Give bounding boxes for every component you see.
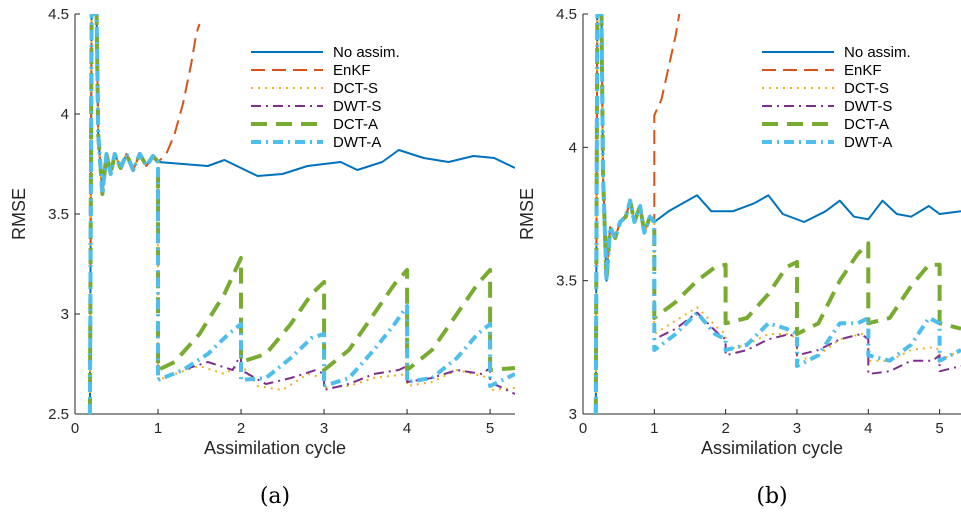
series-line-dct-s xyxy=(88,14,515,414)
x-tick-label: 0 xyxy=(71,420,79,437)
y-tick-label: 4 xyxy=(569,139,577,156)
series-line-dwt-a xyxy=(87,14,515,414)
series-line-dct-s xyxy=(594,14,961,414)
series-line-dwt-a xyxy=(593,14,961,414)
chart-panel-a: 0 1 2 3 4 5 2.5 3 3.5 4 4.5 Assimilation cycle RMSE N… xyxy=(9,6,515,509)
y-axis-label: RMSE xyxy=(517,188,537,240)
legend-entry: DWT-S xyxy=(333,98,381,115)
y-axis-label: RMSE xyxy=(9,188,29,240)
legend-entry: DCT-A xyxy=(844,116,889,133)
x-tick-label: 4 xyxy=(864,420,872,437)
y-tick-label: 4 xyxy=(61,106,69,123)
legend-entry: EnKF xyxy=(844,62,882,79)
panel-caption: (b) xyxy=(756,484,787,509)
series-group xyxy=(593,14,961,414)
y-tick-label: 4.5 xyxy=(556,6,577,23)
legend-entry: No assim. xyxy=(844,44,911,61)
x-tick-label: 2 xyxy=(237,420,245,437)
series-line-no-assim xyxy=(594,14,961,414)
legend-entry: DCT-S xyxy=(844,80,889,97)
y-tick-label: 3 xyxy=(569,406,577,423)
series-line-dwt-s xyxy=(88,14,515,414)
x-tick-label: 3 xyxy=(320,420,328,437)
legend-entry: EnKF xyxy=(333,62,371,79)
series-line-dwt-s xyxy=(594,14,961,414)
x-tick-label: 1 xyxy=(154,420,162,437)
chart-panel-b: 0 1 2 3 4 5 3 3.5 4 4.5 Assimilation cycle RMSE No a… xyxy=(517,6,961,509)
x-axis-label: Assimilation cycle xyxy=(701,438,843,458)
series-line-dct-a xyxy=(593,14,961,414)
legend-entry: DCT-S xyxy=(333,80,378,97)
y-tick-label: 2.5 xyxy=(48,406,69,423)
legend-entry: DWT-A xyxy=(333,134,381,151)
legend-entry: DCT-A xyxy=(333,116,378,133)
series-line-no-assim xyxy=(88,14,515,414)
series-group xyxy=(87,14,515,414)
legend-entry: DWT-S xyxy=(844,98,892,115)
y-tick-label: 3.5 xyxy=(48,206,69,223)
y-tick-label: 3.5 xyxy=(556,273,577,290)
legend-entry: DWT-A xyxy=(844,134,892,151)
x-tick-label: 5 xyxy=(935,420,943,437)
x-tick-label: 5 xyxy=(486,420,494,437)
x-tick-label: 0 xyxy=(579,420,587,437)
legend-entry: No assim. xyxy=(333,44,400,61)
series-line-dct-a xyxy=(87,14,515,414)
x-tick-label: 3 xyxy=(793,420,801,437)
panel-caption: (a) xyxy=(260,484,290,509)
x-axis-label: Assimilation cycle xyxy=(204,438,346,458)
y-tick-label: 4.5 xyxy=(48,6,69,23)
x-tick-label: 2 xyxy=(721,420,729,437)
x-tick-label: 4 xyxy=(403,420,411,437)
x-tick-label: 1 xyxy=(650,420,658,437)
y-tick-label: 3 xyxy=(61,306,69,323)
